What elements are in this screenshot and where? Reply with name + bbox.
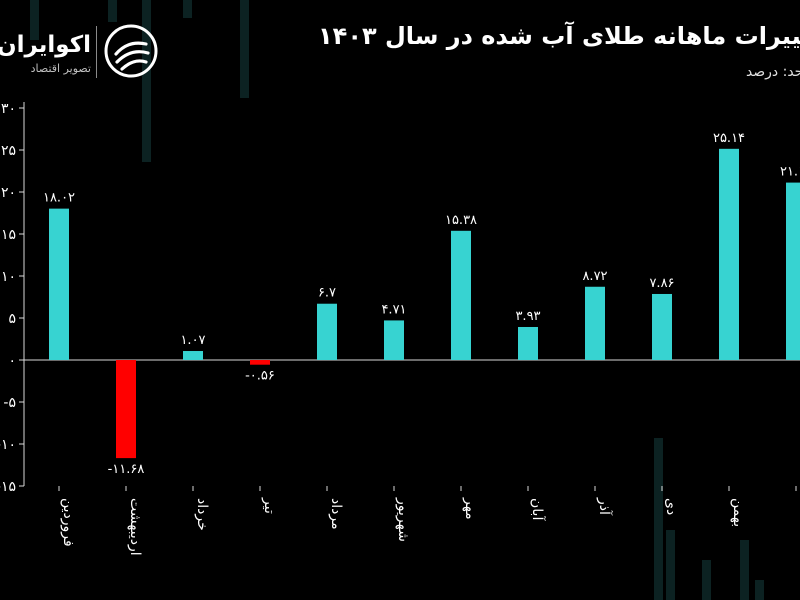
y-tick-label: ۱۵ [1, 227, 16, 243]
chart-title: تغییرات ماهانه طلای آب شده در سال ۱۴۰۳ [318, 22, 800, 50]
bar [384, 320, 404, 360]
data-label: ۴.۷۱ [381, 302, 406, 317]
x-tick-label: تیر [261, 497, 277, 514]
brand-name: اکوایران [0, 32, 91, 58]
y-tick-label: -۵ [3, 395, 16, 411]
x-tick-label: بهمن [730, 498, 746, 527]
chart-subtitle: واحد: درصد [745, 64, 800, 80]
background-candle [30, 0, 39, 40]
y-tick-label: -۱۵ [0, 479, 16, 495]
data-label: ۳.۹۳ [515, 309, 540, 324]
y-tick-label: -۱۰ [0, 437, 16, 453]
background-candle [108, 0, 117, 22]
y-tick-label: ۳۰ [1, 101, 16, 117]
x-tick-label: اسفند [797, 498, 800, 532]
background-candle [666, 530, 675, 600]
x-tick-label: دی [663, 498, 679, 515]
logo-divider [96, 26, 97, 78]
bar [183, 351, 203, 360]
bar [451, 230, 471, 360]
x-tick-label: اردیبهشت [127, 498, 143, 556]
x-axis-ticks: فروردین اردیبهشت خرداد تیر مرداد شهریور مهر آبا… [58, 486, 800, 556]
background-candle [740, 540, 749, 600]
bar [49, 208, 69, 360]
data-label: ۶.۷ [318, 286, 336, 301]
background-candle [142, 0, 151, 162]
y-tick-label: ۵ [8, 311, 16, 327]
x-tick-label: شهریور [395, 497, 411, 542]
bar [250, 360, 270, 365]
data-label: ۷.۸۶ [649, 276, 674, 291]
bar-series [49, 148, 800, 459]
data-label: ۲۵.۱۴ [713, 131, 745, 146]
data-label: ۱.۰۷ [180, 333, 205, 348]
bar [786, 182, 800, 360]
bar [518, 326, 538, 360]
x-tick-label: آبان [529, 498, 546, 521]
bar [317, 303, 337, 360]
background-candle [183, 0, 192, 18]
brand-logo: اکوایران تصویر اقتصاد [0, 18, 165, 88]
y-tick-label: ۲۰ [1, 185, 16, 201]
background-candle [240, 0, 249, 98]
bar [116, 360, 136, 459]
y-tick-label: ۱۰ [1, 269, 16, 285]
background-candlestick-decoration [30, 0, 764, 600]
x-tick-label: مهر [462, 497, 478, 520]
x-tick-label: مرداد [328, 498, 344, 530]
data-label: ۱۵.۳۸ [445, 213, 477, 228]
data-label: ۱۸.۰۲ [43, 191, 75, 206]
y-tick-label: ۰ [8, 353, 16, 369]
chart-axes [23, 102, 800, 486]
bar [585, 286, 605, 360]
x-tick-label: خرداد [194, 498, 210, 531]
background-candle [755, 580, 764, 600]
brand-tagline: تصویر اقتصاد [30, 62, 91, 75]
bar [652, 293, 672, 360]
data-label: ۸.۷۲ [582, 269, 607, 284]
background-candle [702, 560, 711, 600]
value-labels: ۱۸.۰۲ -۱۱.۶۸ ۱.۰۷ -۰.۵۶ ۶.۷ ۴.۷۱ ۱۵.۳۸ ۳.۹۳ ۸.۷۲… [43, 131, 800, 477]
bar [719, 148, 739, 360]
x-tick-label: آذر [596, 497, 613, 516]
background-candle [654, 438, 663, 600]
y-axis-ticks: -۱۵ -۱۰ -۵ ۰ ۵ ۱۰ ۱۵ ۲۰ ۲۵ ۳۰ [0, 101, 24, 495]
y-tick-label: ۲۵ [1, 143, 16, 159]
x-tick-label: فروردین [60, 498, 76, 547]
data-label: ۲۱.۱۲ [780, 165, 800, 180]
data-label: -۱۱.۶۸ [108, 462, 145, 477]
data-label: -۰.۵۶ [245, 369, 275, 384]
ecoiran-swirl-logo-icon [104, 24, 158, 78]
